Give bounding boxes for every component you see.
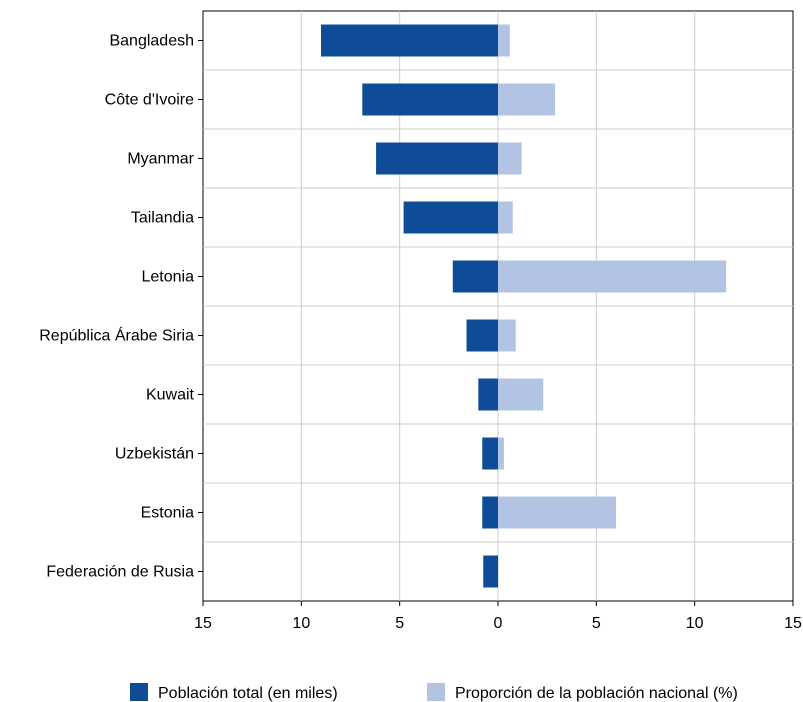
category-label: Letonia [142,269,195,286]
bar-poblacion-total [403,201,498,234]
bar-poblacion-total [482,437,498,470]
bar-proporcion-poblacion [498,83,556,116]
bar-poblacion-total [482,496,498,529]
category-label: Estonia [141,505,194,522]
category-labels: Bangladesh Côte d'Ivoire Myanmar Tailandia L… [39,33,203,581]
category-label: Kuwait [146,387,195,404]
category-label: Bangladesh [109,33,194,50]
legend-label-series-2: Proporción de la población nacional (%) [455,685,738,702]
bar-poblacion-total [362,83,498,116]
x-tick-label: 5 [592,615,601,632]
x-tick-label: 10 [292,615,310,632]
category-label: Tailandia [131,210,194,227]
bar-poblacion-total [478,378,498,411]
bar-proporcion-poblacion [498,496,616,529]
category-label: Federación de Rusia [46,564,194,581]
category-label: República Árabe Siria [39,326,194,345]
bar-poblacion-total [452,260,498,293]
category-label: Uzbekistán [115,446,194,463]
bar-proporcion-poblacion [498,201,513,234]
x-tick-label: 0 [494,615,503,632]
x-tick-label: 10 [686,615,704,632]
category-label: Côte d'Ivoire [105,92,194,109]
x-axis-ticks: 15 10 5 0 5 10 15 [194,601,802,632]
legend-label-series-1: Población total (en miles) [158,685,338,702]
bar-proporcion-poblacion [498,142,522,175]
category-label: Myanmar [127,151,194,168]
x-tick-label: 5 [395,615,404,632]
bar-proporcion-poblacion [498,319,516,352]
legend: Población total (en miles) Proporción de… [130,683,738,702]
bar-poblacion-total [466,319,498,352]
legend-swatch-series-2 [427,683,445,701]
bar-poblacion-total [483,555,498,588]
bars [321,24,727,588]
legend-swatch-series-1 [130,683,148,701]
bar-proporcion-poblacion [498,437,504,470]
bar-poblacion-total [376,142,498,175]
x-tick-label: 15 [784,615,802,632]
bar-proporcion-poblacion [498,260,727,293]
bar-proporcion-poblacion [498,378,544,411]
bar-poblacion-total [321,24,498,57]
x-tick-label: 15 [194,615,212,632]
bar-proporcion-poblacion [498,24,510,57]
